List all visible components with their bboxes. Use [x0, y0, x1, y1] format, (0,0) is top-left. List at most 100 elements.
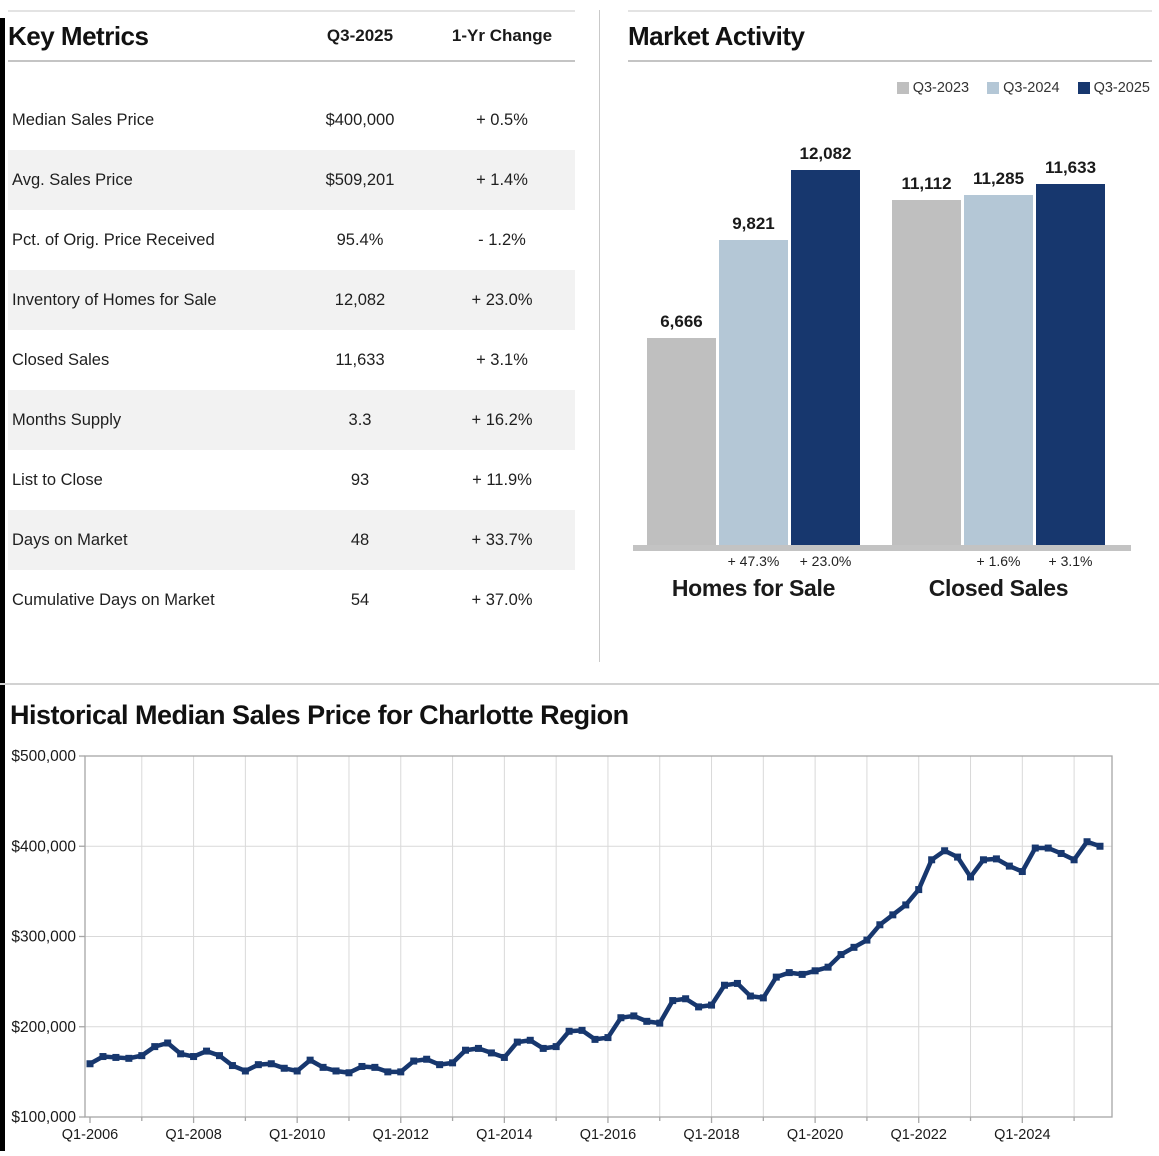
- bar-chart-baseline: [633, 545, 1131, 551]
- key-metrics-panel: Key Metrics Q3-2025 1-Yr Change Median S…: [8, 10, 575, 630]
- data-point-marker: [280, 1064, 288, 1072]
- data-point-marker: [164, 1039, 172, 1047]
- data-point-marker: [656, 1019, 664, 1027]
- y-axis-tick-label: $300,000: [11, 929, 76, 946]
- data-point-marker: [902, 901, 910, 909]
- data-point-marker: [500, 1053, 508, 1061]
- bar-slot: 11,285: [964, 140, 1033, 545]
- data-point-marker: [513, 1038, 521, 1046]
- data-point-marker: [954, 853, 962, 861]
- data-point-marker: [863, 936, 871, 944]
- table-row: Median Sales Price $400,000 + 0.5%: [8, 90, 575, 150]
- market-activity-title: Market Activity: [628, 20, 805, 51]
- bar-value-label: 11,112: [901, 174, 952, 193]
- y-axis-tick-label: $200,000: [11, 1019, 76, 1036]
- metric-label: Days on Market: [12, 530, 128, 549]
- legend-label: Q3-2023: [912, 80, 970, 96]
- data-point-marker: [746, 992, 754, 1000]
- metric-label: Inventory of Homes for Sale: [12, 290, 217, 309]
- metric-value: 3.3: [348, 410, 372, 429]
- bar-q3-2023: [647, 338, 716, 545]
- metric-change: + 11.9%: [472, 470, 532, 489]
- metric-change: + 16.2%: [471, 410, 533, 429]
- data-point-marker: [915, 886, 923, 894]
- metric-value: $400,000: [325, 110, 395, 129]
- bar-slot: 6,666: [647, 140, 716, 545]
- metric-change: + 23.0%: [471, 290, 533, 309]
- data-point-marker: [228, 1062, 236, 1070]
- data-point-marker: [604, 1034, 612, 1042]
- data-point-marker: [410, 1057, 418, 1065]
- data-point-marker: [190, 1053, 198, 1061]
- metric-change: - 1.2%: [478, 230, 526, 249]
- data-point-marker: [682, 995, 690, 1003]
- bar-q3-2024: [719, 240, 788, 545]
- metric-label: Closed Sales: [12, 350, 110, 369]
- data-point-marker: [643, 1017, 651, 1025]
- data-point-marker: [384, 1068, 392, 1076]
- data-point-marker: [1044, 844, 1052, 852]
- data-point-marker: [669, 997, 677, 1005]
- x-axis-tick-label: Q1-2006: [62, 1127, 118, 1143]
- data-point-marker: [332, 1067, 340, 1075]
- metric-value: 93: [350, 470, 370, 489]
- bar-slot: 9,821: [719, 140, 788, 545]
- table-row: Avg. Sales Price $509,201 + 1.4%: [8, 150, 575, 210]
- metric-change: + 33.7%: [471, 530, 533, 549]
- data-point-marker: [319, 1063, 327, 1071]
- bar-q3-2025: [791, 170, 860, 545]
- metric-value: $509,201: [325, 170, 395, 189]
- metric-label: Cumulative Days on Market: [12, 590, 215, 609]
- legend-item: Q3-2025: [1077, 80, 1150, 96]
- bar-pct-change: + 3.1%: [1048, 553, 1093, 569]
- y-axis-tick-label: $500,000: [11, 748, 76, 765]
- data-point-marker: [824, 963, 832, 971]
- legend-swatch-icon: [987, 82, 1000, 94]
- data-point-marker: [695, 1003, 703, 1011]
- bar-slot: 11,112: [892, 140, 961, 545]
- table-row: Cumulative Days on Market 54 + 37.0%: [8, 570, 575, 630]
- column-header-change: 1-Yr Change: [451, 26, 553, 45]
- data-point-marker: [1031, 844, 1039, 852]
- data-point-marker: [733, 979, 741, 987]
- data-point-marker: [630, 1012, 638, 1020]
- x-axis-tick-label: Q1-2010: [269, 1127, 325, 1143]
- data-point-marker: [1070, 856, 1078, 864]
- bar-pct-change: [892, 553, 961, 569]
- data-point-marker: [785, 969, 793, 977]
- data-point-marker: [138, 1052, 146, 1060]
- legend-swatch-icon: [896, 82, 909, 94]
- table-row: List to Close 93 + 11.9%: [8, 450, 575, 510]
- bar-chart-legend: Q3-2023 Q3-2024 Q3-2025: [628, 80, 1152, 96]
- data-point-marker: [967, 873, 975, 881]
- data-point-marker: [617, 1014, 625, 1022]
- market-activity-header: Market Activity: [628, 10, 1152, 62]
- table-row: Pct. of Orig. Price Received 95.4% - 1.2%: [8, 210, 575, 270]
- bar-pct-change: + 47.3%: [727, 553, 780, 569]
- data-point-marker: [436, 1061, 444, 1069]
- metric-change: + 3.1%: [476, 350, 528, 369]
- metric-value: 54: [350, 590, 370, 609]
- bar-group: 6,666 9,821 12,082: [647, 140, 860, 545]
- data-point-marker: [928, 856, 936, 864]
- page-edge-strip: [0, 18, 5, 1151]
- data-point-marker: [708, 1001, 716, 1009]
- legend-label: Q3-2024: [1003, 80, 1060, 96]
- data-point-marker: [552, 1043, 560, 1051]
- bar-q3-2025: [1036, 184, 1105, 545]
- data-point-marker: [876, 921, 884, 929]
- historical-median-price-line-chart: $100,000 $200,000 $300,000 $400,000 $500,000…: [0, 745, 1159, 1151]
- metric-value: 48: [350, 530, 370, 549]
- data-point-marker: [99, 1053, 107, 1061]
- data-point-marker: [941, 847, 949, 855]
- x-axis-tick-label: Q1-2018: [683, 1127, 739, 1143]
- bar-category-label: Homes for Sale: [671, 575, 836, 601]
- x-axis-tick-label: Q1-2024: [994, 1127, 1050, 1143]
- market-activity-bar-chart: 6,666 9,821 12,082 11,112 11,285 11,633 + 47.3…: [628, 140, 1152, 602]
- data-point-marker: [565, 1027, 573, 1035]
- key-metrics-title: Key Metrics: [8, 20, 149, 51]
- metric-change: + 0.5%: [476, 110, 528, 129]
- data-point-marker: [1096, 842, 1104, 850]
- data-point-marker: [539, 1044, 547, 1052]
- data-point-marker: [889, 911, 897, 919]
